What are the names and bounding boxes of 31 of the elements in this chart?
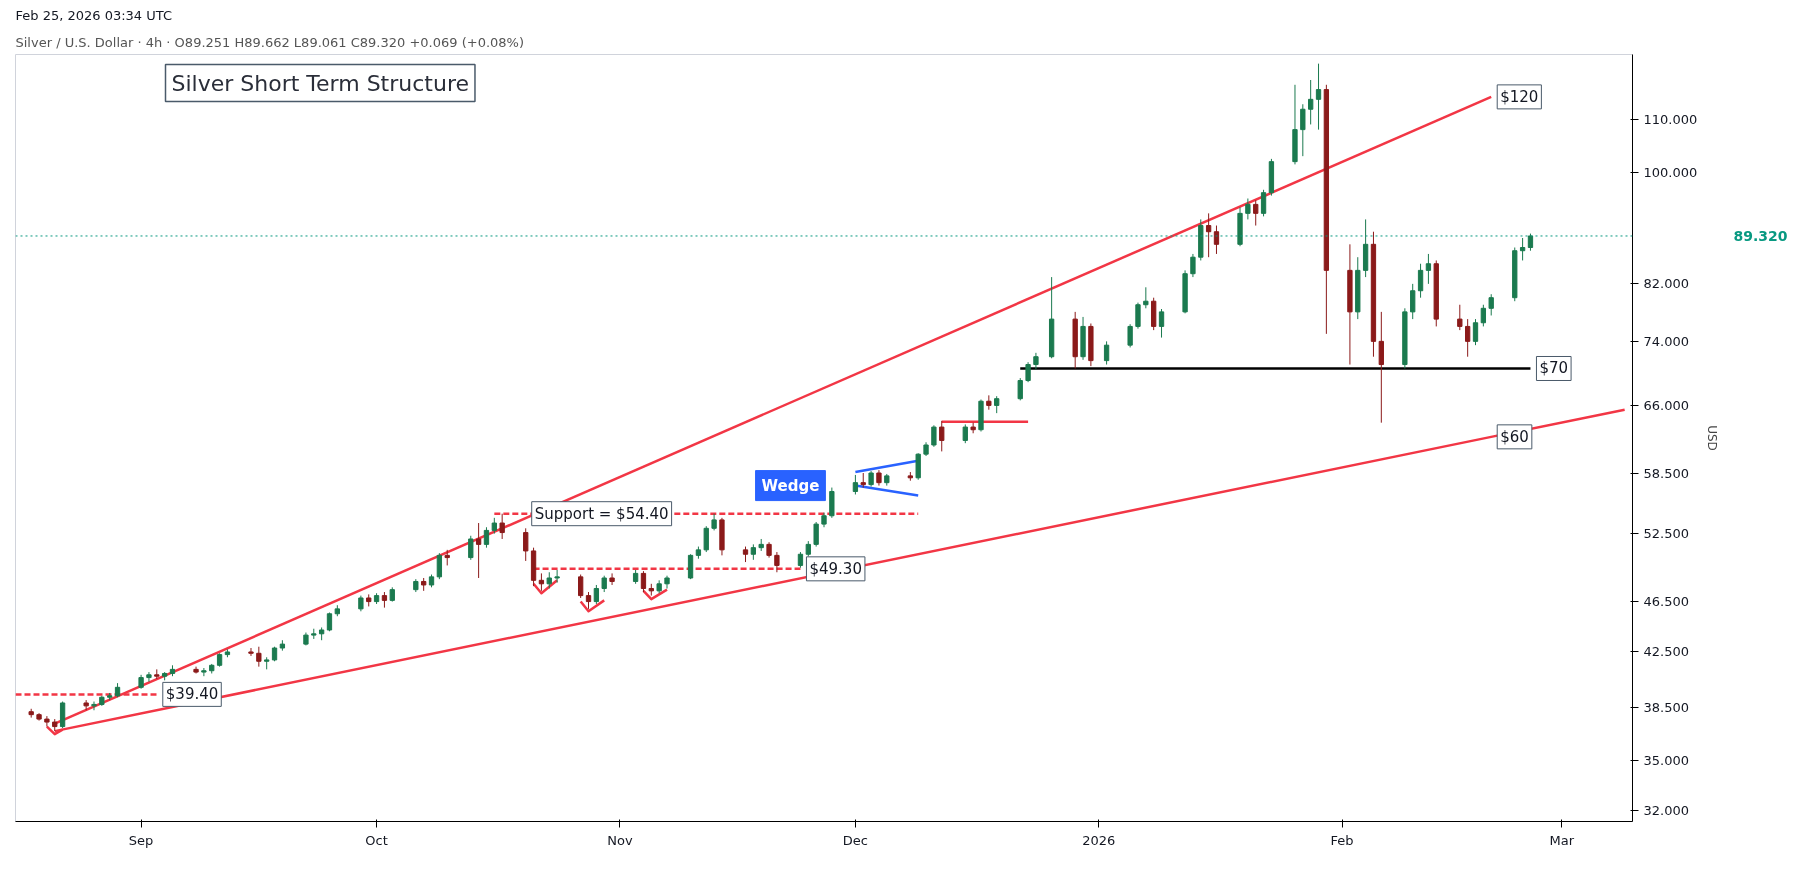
x-tick-label: Feb	[1330, 832, 1354, 848]
y-tick-label: 42.500	[1643, 644, 1689, 660]
y-tick-label: 32.000	[1643, 803, 1689, 819]
chart-subtitle: Silver / U.S. Dollar · 4h · O89.251 H89.662 L89.061 C89.320 +0.069 (+0.08%)	[15, 34, 525, 50]
annotation: $49.30	[809, 559, 862, 578]
y-tick-label: 74.000	[1643, 333, 1689, 349]
x-tick-label: Oct	[365, 832, 388, 848]
y-tick-label: 66.000	[1643, 397, 1689, 413]
annotation: $120	[1500, 87, 1539, 106]
x-tick-label: Mar	[1549, 832, 1575, 848]
y-tick-label: 35.000	[1643, 753, 1689, 769]
annotation: Support = $54.40	[534, 504, 669, 523]
y-tick-label: 38.500	[1643, 699, 1689, 715]
y-tick-label: 52.500	[1643, 526, 1689, 542]
y-tick-label: 58.500	[1643, 465, 1689, 481]
x-tick-label: Sep	[128, 832, 154, 848]
annotation: $70	[1539, 359, 1569, 378]
x-tick-label: Nov	[607, 832, 633, 848]
annotation: $60	[1500, 427, 1529, 446]
y-tick-label: 82.000	[1643, 276, 1689, 292]
y-tick-label: 46.500	[1643, 594, 1689, 610]
annotation: $39.40	[165, 685, 219, 704]
y-tick-label: 110.000	[1643, 111, 1698, 127]
y-tick-label: 100.000	[1643, 165, 1698, 181]
ref-line-label: 89.320	[1733, 227, 1788, 244]
x-tick-label: 2026	[1082, 832, 1116, 848]
text: Silver Short Term Structure	[171, 70, 469, 96]
y-axis-title: USD	[1705, 425, 1720, 451]
text: Feb 25, 2026 03:34 UTC	[15, 7, 173, 23]
x-tick-label: Dec	[842, 832, 868, 848]
annotation: Wedge	[761, 476, 820, 495]
